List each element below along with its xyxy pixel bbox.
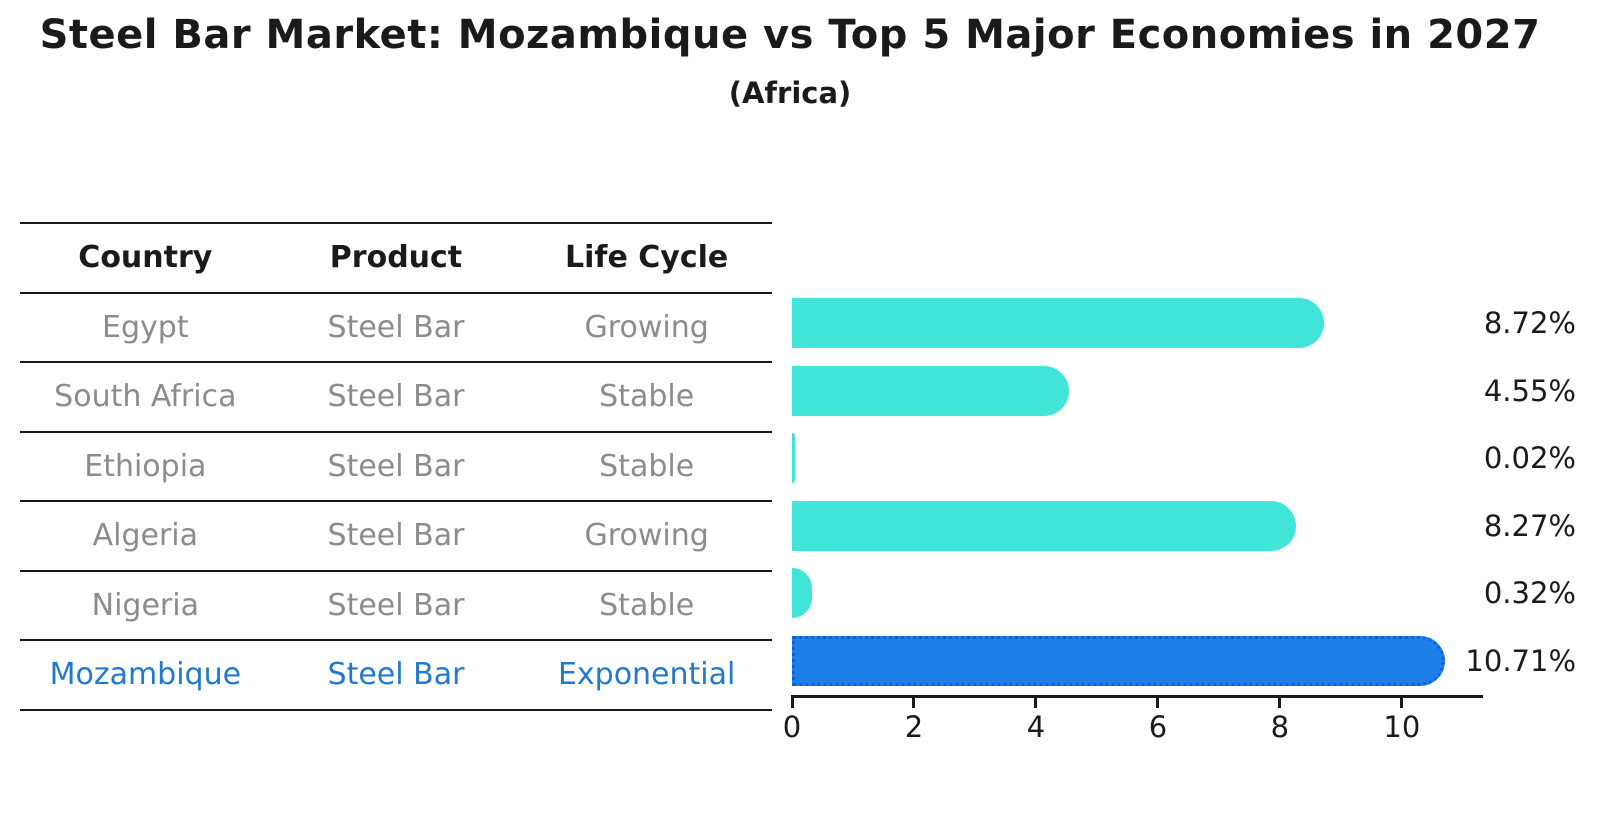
- cell-product: Steel Bar: [270, 570, 522, 641]
- country-table: Country Product Life Cycle Egypt Steel B…: [20, 222, 772, 711]
- bar-algeria: [792, 500, 1297, 551]
- bar-ethiopia: [792, 433, 795, 484]
- cell-product: Steel Bar: [270, 501, 522, 572]
- x-axis-tick: [1400, 694, 1404, 708]
- value-label: 0.02%: [1483, 441, 1576, 476]
- table-row: Egypt Steel Bar Growing: [20, 292, 772, 363]
- cell-country: Mozambique: [20, 640, 271, 711]
- cell-country: Nigeria: [20, 570, 271, 641]
- bar-nigeria: [792, 568, 812, 619]
- cell-life-cycle: Growing: [521, 501, 772, 572]
- chart-title: Steel Bar Market: Mozambique vs Top 5 Ma…: [39, 12, 1541, 58]
- cell-product: Steel Bar: [270, 640, 522, 711]
- cell-life-cycle: Stable: [521, 431, 772, 502]
- cell-life-cycle: Growing: [521, 292, 772, 363]
- value-label: 8.27%: [1483, 508, 1576, 543]
- bar-plot: 0 2 4 6 8 10: [783, 290, 1483, 744]
- cell-country: Algeria: [20, 501, 271, 572]
- x-axis-tick-label: 0: [782, 709, 802, 744]
- cell-life-cycle: Stable: [521, 570, 772, 641]
- value-label: 4.55%: [1483, 373, 1576, 408]
- x-axis-tick: [1034, 694, 1038, 708]
- cell-country: Ethiopia: [20, 431, 271, 502]
- x-axis-tick-label: 10: [1383, 709, 1421, 744]
- x-axis-tick-label: 6: [1148, 709, 1168, 744]
- x-axis-tick-label: 8: [1270, 709, 1290, 744]
- bar-egypt: [792, 298, 1324, 349]
- table-header-row: Country Product Life Cycle: [20, 223, 772, 294]
- cell-country: Egypt: [20, 292, 271, 363]
- value-label: 10.71%: [1465, 643, 1576, 678]
- cell-product: Steel Bar: [270, 292, 522, 363]
- chart-subtitle: (Africa): [728, 76, 852, 110]
- bar-south-africa: [792, 365, 1070, 416]
- table-row: South Africa Steel Bar Stable: [20, 362, 772, 433]
- col-header-country: Country: [20, 223, 271, 294]
- cell-country: South Africa: [20, 362, 271, 433]
- x-axis-tick: [790, 694, 794, 708]
- x-axis-tick: [912, 694, 916, 708]
- col-header-life-cycle: Life Cycle: [521, 223, 772, 294]
- x-axis-tick-label: 2: [904, 709, 924, 744]
- cell-life-cycle: Exponential: [521, 640, 772, 711]
- bar-mozambique-highlight: [792, 635, 1446, 686]
- cell-life-cycle: Stable: [521, 362, 772, 433]
- col-header-product: Product: [270, 223, 522, 294]
- table-row: Algeria Steel Bar Growing: [20, 501, 772, 572]
- cell-product: Steel Bar: [270, 362, 522, 433]
- table-row-mozambique-highlight: Mozambique Steel Bar Exponential: [20, 640, 772, 711]
- table-row: Nigeria Steel Bar Stable: [20, 570, 772, 641]
- x-axis-tick-label: 4: [1026, 709, 1046, 744]
- value-label: 0.32%: [1483, 576, 1576, 611]
- cell-product: Steel Bar: [270, 431, 522, 502]
- x-axis-tick: [1156, 694, 1160, 708]
- x-axis-tick: [1278, 694, 1282, 708]
- value-label: 8.72%: [1483, 306, 1576, 341]
- x-axis-line: [792, 694, 1483, 698]
- table-row: Ethiopia Steel Bar Stable: [20, 431, 772, 502]
